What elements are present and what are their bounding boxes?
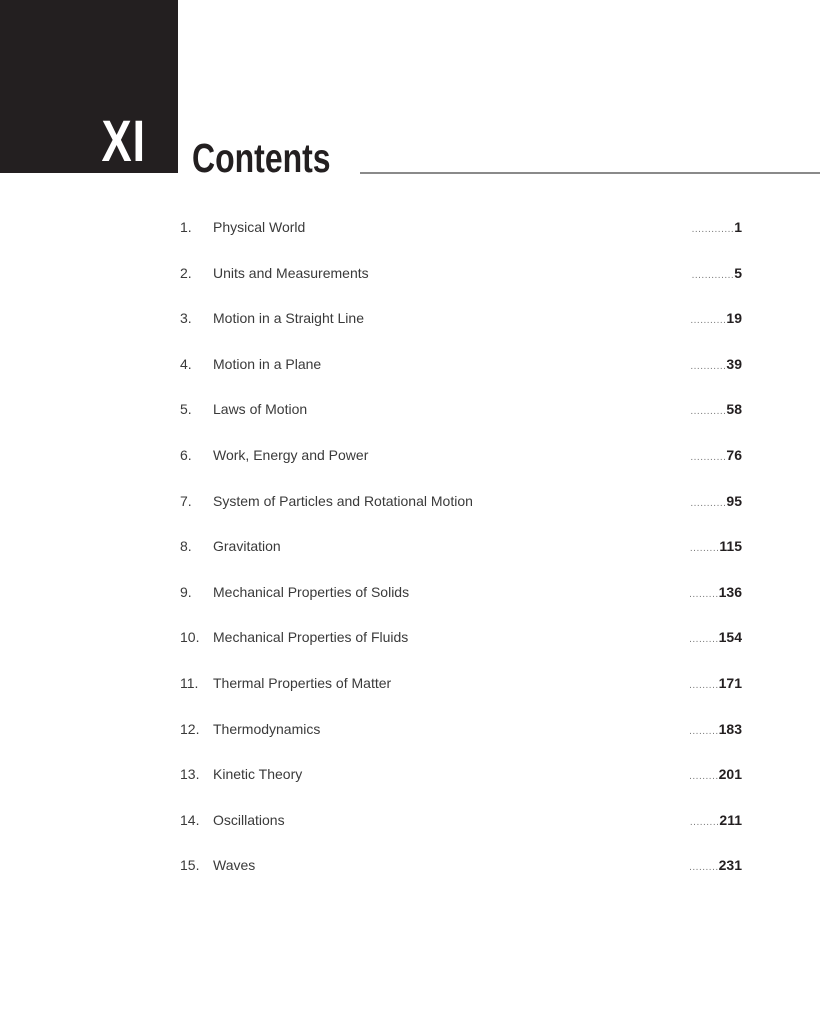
page-number: 231 <box>718 857 742 874</box>
page-number: 19 <box>726 310 742 327</box>
toc-entry[interactable]: 3. Motion in a Straight Line ...........… <box>0 310 820 330</box>
chapter-title[interactable]: Mechanical Properties of Fluids <box>213 629 409 646</box>
chapter-title[interactable]: Oscillations <box>213 811 285 828</box>
chapter-title[interactable]: Laws of Motion <box>213 401 308 418</box>
page-number: 201 <box>718 766 742 783</box>
page-number: 136 <box>718 583 742 600</box>
page-number-cell: ...........95 <box>690 493 742 509</box>
toc-entry[interactable]: 8. Gravitation .........115 <box>0 538 820 558</box>
chapter-title[interactable]: Motion in a Plane <box>213 355 322 372</box>
page-number: 154 <box>718 629 742 646</box>
page-number-cell: .........154 <box>689 629 742 645</box>
chapter-title[interactable]: Waves <box>213 857 256 874</box>
chapter-title[interactable]: Mechanical Properties of Solids <box>213 583 410 600</box>
page-title: Contents <box>192 135 331 181</box>
page-number-cell: .........201 <box>689 766 742 782</box>
toc-entry[interactable]: 6. Work, Energy and Power ...........76 <box>0 447 820 467</box>
leader-dots: ......... <box>689 771 719 783</box>
chapter-number: 3. <box>180 310 192 327</box>
chapter-number: 5. <box>180 401 192 418</box>
chapter-number: 9. <box>180 583 192 600</box>
toc-entry[interactable]: 4. Motion in a Plane ...........39 <box>0 356 820 376</box>
chapter-number: 11. <box>180 675 199 691</box>
leader-dots: ........... <box>690 497 727 509</box>
chapter-number: 15. <box>180 857 200 874</box>
toc-entry[interactable]: 12. Thermodynamics .........183 <box>0 721 820 741</box>
page-number-cell: ...........19 <box>690 310 742 326</box>
chapter-title[interactable]: System of Particles and Rotational Motio… <box>213 492 473 509</box>
part-number: XI <box>101 109 146 174</box>
page-number: 39 <box>726 355 742 372</box>
page-number: 115 <box>719 538 742 555</box>
chapter-number: 10. <box>180 629 200 646</box>
chapter-title[interactable]: Gravitation <box>213 538 281 555</box>
leader-dots: ......... <box>689 588 719 600</box>
page-number-cell: .........171 <box>689 675 742 691</box>
page-number: 211 <box>719 811 742 828</box>
chapter-number: 12. <box>180 720 200 737</box>
page-number-cell: .........183 <box>689 721 742 737</box>
part-block: XI <box>0 0 178 174</box>
page-number: 76 <box>726 447 742 463</box>
leader-dots: ......... <box>689 680 719 691</box>
toc-entry[interactable]: 13. Kinetic Theory .........201 <box>0 766 820 786</box>
toc-entry[interactable]: 14. Oscillations .........211 <box>0 812 820 832</box>
chapter-number: 2. <box>180 264 192 281</box>
chapter-title[interactable]: Thermal Properties of Matter <box>213 675 392 691</box>
chapter-number: 4. <box>180 355 192 372</box>
chapter-title[interactable]: Kinetic Theory <box>213 766 303 783</box>
page-number: 1 <box>734 219 742 235</box>
page-number-cell: .........115 <box>690 538 742 554</box>
leader-dots: ........... <box>690 406 727 418</box>
page-number-cell: ...........39 <box>690 356 742 372</box>
leader-dots: ......... <box>689 816 720 828</box>
toc-entry[interactable]: 2. Units and Measurements .............5 <box>0 265 820 285</box>
leader-dots: ............. <box>691 269 735 281</box>
page-number-cell: .............1 <box>692 219 742 235</box>
title-rule <box>360 172 820 174</box>
page-number-cell: ...........76 <box>690 447 742 463</box>
page-number-cell: .........136 <box>689 584 742 600</box>
chapter-number: 14. <box>180 811 200 828</box>
chapter-number: 6. <box>180 447 192 463</box>
chapter-title[interactable]: Thermodynamics <box>213 720 321 737</box>
leader-dots: ........... <box>690 452 727 463</box>
toc-entry[interactable]: 7. System of Particles and Rotational Mo… <box>0 493 820 513</box>
page-number: 58 <box>726 401 742 418</box>
toc-entry[interactable]: 9. Mechanical Properties of Solids .....… <box>0 584 820 604</box>
chapter-number: 1. <box>180 219 192 235</box>
chapter-title[interactable]: Physical World <box>213 219 306 235</box>
leader-dots: ......... <box>689 634 719 646</box>
leader-dots: ............. <box>691 224 735 235</box>
chapter-number: 8. <box>180 538 192 555</box>
leader-dots: ........... <box>690 360 727 372</box>
leader-dots: ........... <box>690 315 727 327</box>
toc-entry[interactable]: 5. Laws of Motion ...........58 <box>0 401 820 421</box>
chapter-title[interactable]: Motion in a Straight Line <box>213 310 364 327</box>
leader-dots: ......... <box>689 862 719 874</box>
page-number: 5 <box>734 264 742 281</box>
toc-entry[interactable]: 1. Physical World .............1 <box>0 219 820 239</box>
page-number: 95 <box>726 492 742 509</box>
toc-entry[interactable]: 10. Mechanical Properties of Fluids ....… <box>0 629 820 649</box>
chapter-title[interactable]: Work, Energy and Power <box>213 447 369 463</box>
page-number: 183 <box>718 720 742 737</box>
toc-entry[interactable]: 15. Waves .........231 <box>0 857 820 877</box>
chapter-title[interactable]: Units and Measurements <box>213 264 369 281</box>
toc-entry[interactable]: 11. Thermal Properties of Matter .......… <box>0 675 820 695</box>
page-number-cell: ...........58 <box>690 401 742 417</box>
leader-dots: ......... <box>689 543 720 555</box>
page-number: 171 <box>718 675 742 691</box>
page-number-cell: .........211 <box>690 812 742 828</box>
page-number-cell: .........231 <box>689 857 742 873</box>
chapter-number: 13. <box>180 766 200 783</box>
chapter-number: 7. <box>180 492 192 509</box>
page-number-cell: .............5 <box>692 265 742 281</box>
leader-dots: ......... <box>689 725 719 737</box>
